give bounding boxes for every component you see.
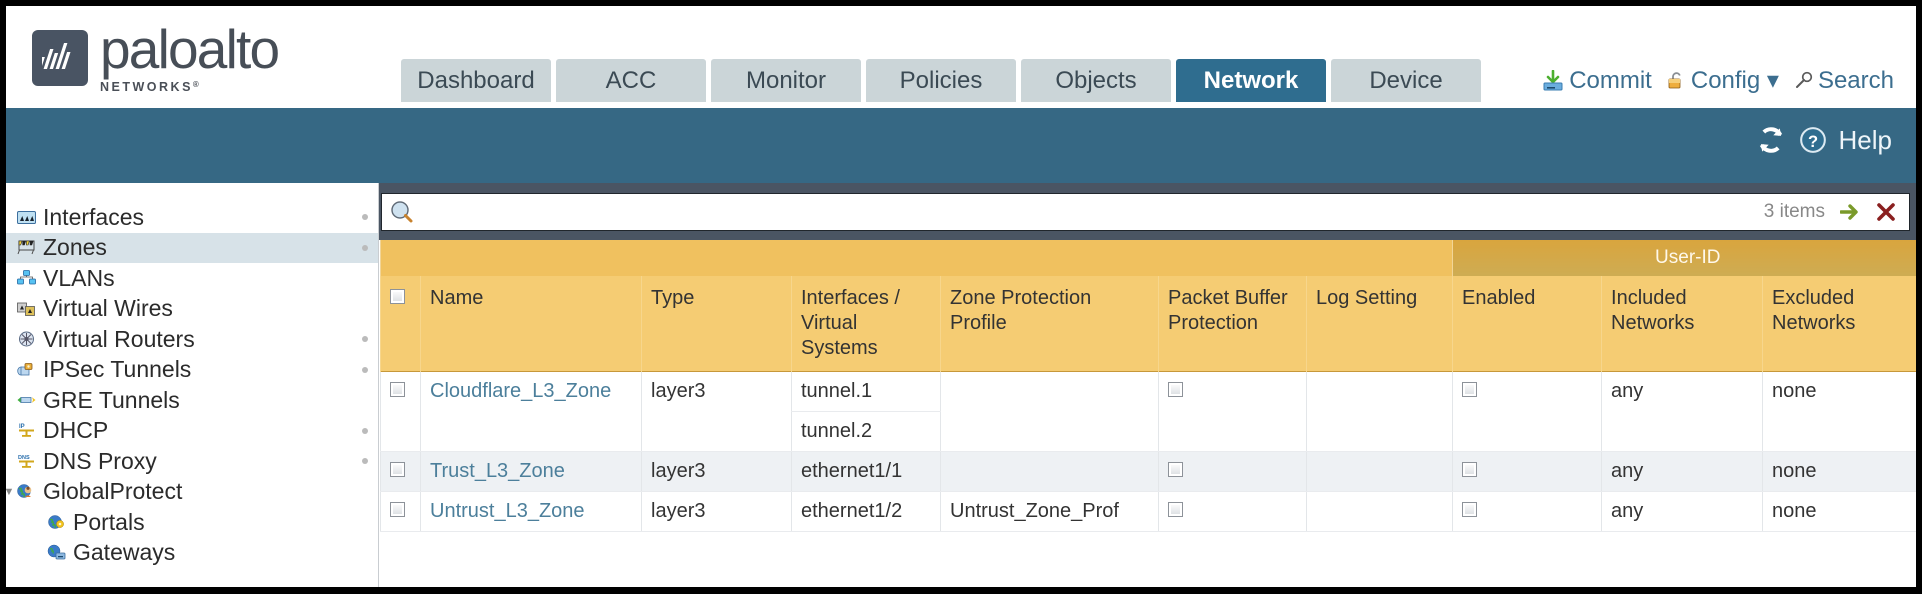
svg-text:IP: IP — [19, 424, 25, 430]
svg-text:?: ? — [1807, 132, 1817, 151]
svg-text:DNS: DNS — [18, 455, 30, 461]
